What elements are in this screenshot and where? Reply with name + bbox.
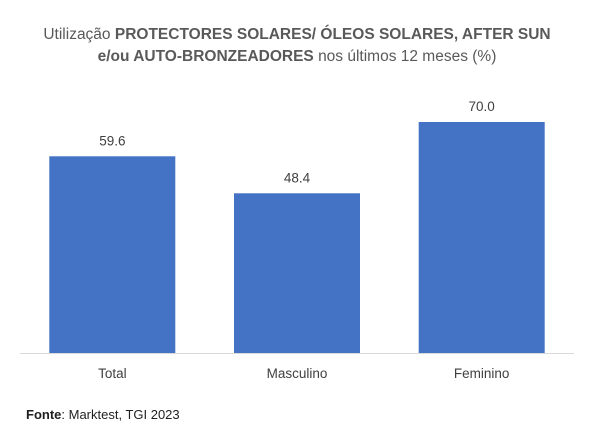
chart-title-line-1-light: Utilização xyxy=(43,26,115,43)
chart-title: Utilização PROTECTORES SOLARES/ ÓLEOS SO… xyxy=(0,24,594,68)
category-label-masculino: Masculino xyxy=(267,366,328,381)
chart-title-line-1: Utilização PROTECTORES SOLARES/ ÓLEOS SO… xyxy=(0,24,594,46)
source-text: : Marktest, TGI 2023 xyxy=(61,407,180,422)
source-note: Fonte: Marktest, TGI 2023 xyxy=(26,407,180,422)
chart-title-line-2: e/ou AUTO-BRONZEADORES nos últimos 12 me… xyxy=(0,46,594,68)
data-label-feminino: 70.0 xyxy=(469,99,495,114)
chart-title-line-1-bold: PROTECTORES SOLARES/ ÓLEOS SOLARES, AFTE… xyxy=(114,26,551,43)
chart-title-line-2-light: nos últimos 12 meses (%) xyxy=(318,48,497,65)
chart-title-line-2-bold: e/ou AUTO-BRONZEADORES xyxy=(97,48,319,65)
source-label: Fonte xyxy=(26,407,62,422)
bar-feminino xyxy=(418,122,545,353)
data-label-total: 59.6 xyxy=(99,133,125,148)
bar-masculino xyxy=(234,193,360,353)
category-label-total: Total xyxy=(98,366,127,381)
data-label-masculino: 48.4 xyxy=(284,170,311,185)
category-label-feminino: Feminino xyxy=(454,366,510,381)
bar-total xyxy=(49,156,176,353)
